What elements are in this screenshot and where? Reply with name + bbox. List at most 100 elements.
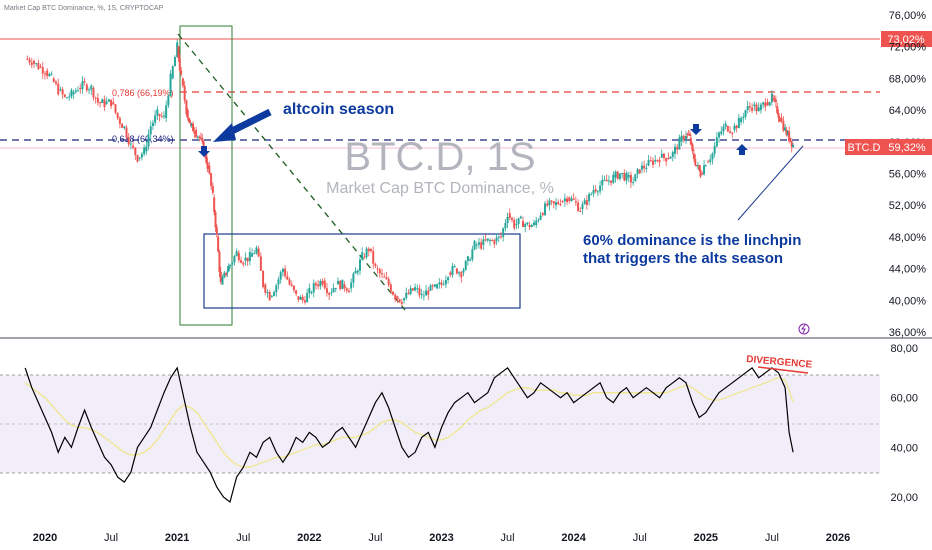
candle-body <box>253 253 256 255</box>
time-tick-label: Jul <box>236 532 250 544</box>
candle-body <box>255 247 258 254</box>
candle-body <box>632 182 635 184</box>
candle-body <box>687 133 690 135</box>
candle-body <box>502 228 505 237</box>
candle-body <box>678 137 681 150</box>
candle-body <box>504 223 507 229</box>
marker-down-icon-1 <box>198 146 210 157</box>
candle-body <box>341 279 344 290</box>
candle-body <box>638 169 641 174</box>
candle-body <box>39 66 42 68</box>
candle-body <box>751 107 754 111</box>
candle-body <box>323 280 326 289</box>
candle-body <box>786 131 789 135</box>
candle-body <box>345 288 348 291</box>
candle-body <box>268 292 271 301</box>
candle-body <box>645 167 648 169</box>
candle-body <box>114 104 117 113</box>
candle-body <box>535 220 538 226</box>
candle-body <box>292 285 295 291</box>
candle-body <box>588 194 591 202</box>
candle-body <box>297 296 300 300</box>
candle-body <box>162 115 165 117</box>
candle-body <box>590 193 593 195</box>
symbol-label: BTC.D <box>848 142 881 154</box>
candle-body <box>422 295 425 297</box>
candle-body <box>154 115 157 123</box>
candle-body <box>790 141 793 147</box>
candle-body <box>370 248 373 252</box>
rsi-tick-label: 60,00 <box>890 393 918 405</box>
candle-body <box>70 89 73 97</box>
candle-body <box>90 85 93 90</box>
candle-body <box>221 277 224 285</box>
candle-body <box>495 237 498 241</box>
time-axis[interactable]: 2020 Jul 2021 Jul 2022 Jul 2023 Jul 2024 Jul 2025 J… <box>33 532 850 544</box>
price-tick-label: 56,00% <box>889 169 927 181</box>
candle-body <box>68 96 71 98</box>
candle-body <box>603 179 606 181</box>
price-tick-label: 64,00% <box>889 105 927 117</box>
candle-body <box>594 189 597 192</box>
linchpin-annotation-line2: that triggers the alts season <box>583 250 783 267</box>
candle-body <box>378 269 381 274</box>
candle-body <box>48 74 51 77</box>
candle-body <box>363 256 366 258</box>
candle-body <box>37 63 40 70</box>
candle-body <box>219 272 222 283</box>
candle-body <box>526 222 529 224</box>
candle-body <box>112 102 115 105</box>
candle-body <box>656 159 659 161</box>
candle-body <box>389 284 392 292</box>
lightning-icon[interactable] <box>798 323 810 335</box>
candle-body <box>188 117 191 123</box>
candle-body <box>96 97 99 103</box>
candle-body <box>358 259 361 271</box>
candle-body <box>724 123 727 127</box>
candle-body <box>246 257 249 262</box>
rsi-axis: 20,00 40,00 60,00 80,00 <box>890 343 918 504</box>
candle-body <box>35 63 38 65</box>
candle-body <box>612 174 615 183</box>
candle-body <box>699 170 702 177</box>
candle-body <box>482 239 485 245</box>
candle-body <box>264 284 267 293</box>
candle-body <box>32 60 35 64</box>
fib-618-label: 0,618 (60,34%) <box>112 134 174 144</box>
candle-body <box>530 225 533 228</box>
candle-body <box>240 260 243 263</box>
price-tick-label: 72,00% <box>889 42 927 54</box>
candle-body <box>669 156 672 159</box>
candle-body <box>310 292 313 294</box>
candle-body <box>237 252 240 261</box>
candle-body <box>726 125 729 132</box>
candle-body <box>618 173 621 179</box>
altseason-arrow-icon <box>226 108 272 137</box>
candle-body <box>288 279 291 285</box>
candle-body <box>94 97 97 99</box>
candle-body <box>464 261 467 270</box>
candle-body <box>686 133 689 135</box>
candle-body <box>572 198 575 200</box>
candle-body <box>546 203 549 206</box>
price-tick-label: 76,00% <box>889 10 927 22</box>
candle-body <box>317 284 320 287</box>
candle-body <box>433 284 436 287</box>
candle-body <box>563 198 566 202</box>
price-tick-label: 40,00% <box>889 295 927 307</box>
candle-body <box>667 157 670 159</box>
candle-body <box>528 225 531 228</box>
candle-body <box>671 151 674 157</box>
ath-label: 73,02% <box>887 34 925 46</box>
candle-body <box>208 165 211 174</box>
candle-body <box>226 271 229 273</box>
candle-body <box>325 288 328 294</box>
candle-body <box>499 236 502 238</box>
candle-body <box>105 101 108 104</box>
candle-body <box>621 172 624 174</box>
ath-label-box <box>881 31 932 47</box>
candle-body <box>746 106 749 111</box>
candle-body <box>662 153 665 158</box>
candle-body <box>229 264 232 267</box>
altseason-arrowhead-icon <box>213 123 236 142</box>
